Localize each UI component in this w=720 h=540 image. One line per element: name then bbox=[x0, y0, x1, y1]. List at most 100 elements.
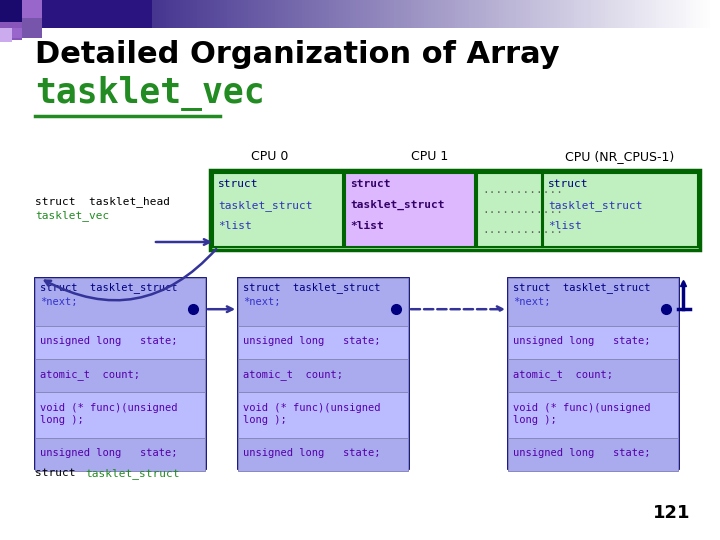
Bar bbox=[325, 0, 329, 28]
Bar bbox=[588, 0, 591, 28]
Bar bbox=[339, 0, 343, 28]
Bar bbox=[543, 173, 698, 247]
Bar bbox=[210, 170, 700, 250]
Bar bbox=[431, 0, 435, 28]
Bar bbox=[448, 0, 451, 28]
Bar bbox=[513, 0, 516, 28]
Bar bbox=[91, 0, 95, 28]
Bar bbox=[60, 0, 64, 28]
Bar bbox=[35, 278, 205, 326]
Bar bbox=[584, 0, 588, 28]
Bar bbox=[122, 0, 125, 28]
Bar bbox=[183, 0, 186, 28]
Bar bbox=[285, 0, 289, 28]
Text: void (* func)(unsigned
long );: void (* func)(unsigned long ); bbox=[40, 403, 178, 425]
Bar bbox=[686, 0, 690, 28]
Bar bbox=[523, 0, 526, 28]
Text: struct  tasklet_struct: struct tasklet_struct bbox=[40, 282, 178, 293]
Bar bbox=[238, 438, 408, 471]
Text: 121: 121 bbox=[652, 504, 690, 522]
Bar bbox=[557, 0, 560, 28]
Bar bbox=[230, 0, 234, 28]
Bar bbox=[173, 0, 176, 28]
Bar bbox=[508, 359, 678, 392]
Bar bbox=[683, 0, 686, 28]
Bar bbox=[35, 359, 205, 392]
Text: *list: *list bbox=[218, 221, 252, 231]
Bar bbox=[238, 326, 408, 359]
Bar bbox=[672, 0, 676, 28]
Bar bbox=[254, 0, 258, 28]
Bar bbox=[680, 0, 683, 28]
Bar bbox=[608, 0, 611, 28]
Bar bbox=[268, 0, 271, 28]
Bar bbox=[598, 0, 601, 28]
Bar bbox=[261, 0, 265, 28]
Bar bbox=[156, 0, 159, 28]
Text: atomic_t  count;: atomic_t count; bbox=[40, 369, 140, 380]
Bar bbox=[377, 0, 380, 28]
Bar bbox=[346, 0, 350, 28]
Bar bbox=[404, 0, 408, 28]
Bar bbox=[251, 0, 254, 28]
Bar bbox=[567, 0, 571, 28]
Bar bbox=[139, 0, 143, 28]
Text: ............: ............ bbox=[482, 205, 563, 215]
Bar bbox=[424, 0, 428, 28]
Bar bbox=[244, 0, 248, 28]
Bar bbox=[469, 0, 472, 28]
Bar bbox=[550, 0, 554, 28]
Bar bbox=[605, 0, 608, 28]
Bar bbox=[629, 0, 632, 28]
Bar bbox=[105, 0, 108, 28]
Bar bbox=[571, 0, 574, 28]
Bar bbox=[33, 0, 37, 28]
Bar bbox=[652, 0, 656, 28]
Bar bbox=[47, 0, 50, 28]
Bar bbox=[295, 0, 299, 28]
Bar bbox=[649, 0, 652, 28]
Bar bbox=[204, 0, 207, 28]
Bar bbox=[544, 0, 547, 28]
Bar bbox=[540, 0, 544, 28]
Bar bbox=[690, 0, 693, 28]
Bar bbox=[560, 0, 564, 28]
Bar bbox=[662, 0, 666, 28]
Bar bbox=[234, 0, 238, 28]
Bar bbox=[302, 0, 305, 28]
Text: tasklet_struct: tasklet_struct bbox=[85, 468, 179, 479]
Bar bbox=[394, 0, 397, 28]
Text: struct: struct bbox=[218, 179, 258, 189]
Bar bbox=[197, 0, 200, 28]
Bar bbox=[74, 0, 78, 28]
Bar bbox=[238, 278, 408, 326]
Bar bbox=[78, 0, 81, 28]
Bar bbox=[428, 0, 431, 28]
Bar bbox=[166, 0, 169, 28]
Bar bbox=[350, 0, 353, 28]
Bar bbox=[217, 0, 220, 28]
Bar bbox=[278, 0, 282, 28]
Bar bbox=[163, 0, 166, 28]
Bar bbox=[108, 0, 112, 28]
Bar bbox=[228, 0, 230, 28]
Bar bbox=[102, 0, 105, 28]
Bar bbox=[0, 0, 22, 22]
Bar bbox=[81, 0, 84, 28]
Bar bbox=[462, 0, 465, 28]
Bar bbox=[176, 0, 180, 28]
Text: *list: *list bbox=[548, 221, 582, 231]
Bar bbox=[289, 0, 292, 28]
Text: *next;: *next; bbox=[243, 297, 281, 307]
Bar bbox=[477, 173, 542, 247]
Bar bbox=[441, 0, 445, 28]
Bar bbox=[595, 0, 598, 28]
Text: unsigned long   state;: unsigned long state; bbox=[243, 449, 380, 458]
Bar bbox=[345, 173, 475, 247]
Bar bbox=[305, 0, 309, 28]
Bar bbox=[135, 0, 139, 28]
Bar bbox=[510, 0, 513, 28]
Text: void (* func)(unsigned
long );: void (* func)(unsigned long ); bbox=[513, 403, 650, 425]
Bar bbox=[153, 0, 156, 28]
Text: CPU (NR_CPUS-1): CPU (NR_CPUS-1) bbox=[565, 150, 675, 163]
